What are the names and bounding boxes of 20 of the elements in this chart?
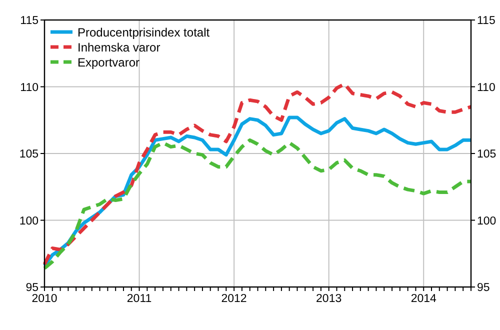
y2-tick-label: 95 (477, 282, 490, 294)
x-tick-label: 2011 (126, 293, 152, 305)
y-tick-label: 110 (20, 82, 38, 94)
y2-tick-label: 115 (477, 15, 496, 27)
legend-label: Exportvaror (78, 56, 140, 70)
legend-label: Inhemska varor (78, 40, 160, 54)
x-tick-label: 2012 (221, 293, 247, 305)
x-tick-label: 2013 (316, 293, 342, 305)
line-series (42, 138, 473, 270)
line-series (42, 82, 473, 266)
legend-label: Producentprisindex totalt (78, 26, 210, 40)
y-tick-label: 100 (19, 215, 38, 228)
x-tick-label: 2014 (410, 293, 437, 305)
y-tick-label: 105 (19, 148, 38, 160)
y2-tick-label: 105 (477, 148, 496, 160)
y2-tick-label: 110 (477, 82, 496, 94)
y-tick-label: 95 (26, 282, 38, 294)
y-tick-label: 115 (20, 15, 38, 27)
x-tick-label: 2010 (32, 293, 58, 305)
y2-tick-label: 100 (477, 215, 496, 228)
